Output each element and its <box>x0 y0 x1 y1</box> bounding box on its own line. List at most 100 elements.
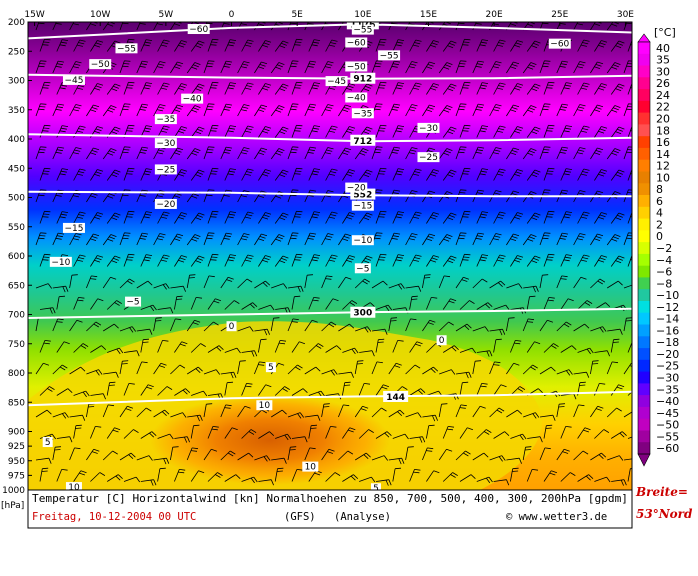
wind-barb <box>594 169 602 181</box>
wind-barb <box>186 366 199 375</box>
wind-barb-flag <box>314 472 321 476</box>
wind-barb-flag <box>517 169 524 172</box>
wind-barb-flag <box>207 149 214 151</box>
wind-barb <box>455 450 466 461</box>
wind-barb-flag <box>278 148 285 151</box>
wind-barb-flag <box>598 216 605 220</box>
wind-barb-flag <box>206 65 213 68</box>
wind-barb-flag <box>295 170 302 172</box>
wind-barb-flag <box>210 87 217 89</box>
wind-barb-flag <box>374 65 381 68</box>
wind-barb <box>237 405 246 418</box>
wind-barb-flag <box>513 147 520 151</box>
wind-barb-flag <box>375 106 382 108</box>
wind-barb-flag <box>592 360 599 362</box>
wind-barb-flag <box>530 366 536 371</box>
wind-barb-flag <box>392 149 399 152</box>
wind-barb <box>472 452 485 461</box>
wind-barb-flag <box>304 436 308 443</box>
wind-barb-flag <box>76 130 83 133</box>
wind-barb <box>90 212 98 224</box>
wind-barb-flag <box>482 168 489 170</box>
wind-barb <box>86 448 95 461</box>
wind-barb-flag <box>261 104 268 108</box>
wind-barb-flag <box>395 259 402 262</box>
wind-barb-flag <box>163 39 170 42</box>
wind-barb-flag <box>78 297 85 299</box>
wind-barb-flag <box>181 169 188 172</box>
wind-barb-flag <box>78 128 85 131</box>
wind-barb-flag <box>279 88 286 92</box>
wind-barb-flag <box>228 41 235 44</box>
wind-barb-flag <box>150 479 154 486</box>
wind-barb <box>472 232 479 246</box>
wind-barb-flag <box>453 345 459 350</box>
wind-barb <box>224 254 231 267</box>
wind-barb-flag <box>559 22 566 25</box>
wind-barb-flag <box>460 146 467 148</box>
colorbar-swatch <box>638 348 650 361</box>
wind-barb-flag <box>617 214 623 218</box>
wind-barb-flag <box>224 106 231 109</box>
wind-barb-flag <box>224 63 231 66</box>
colorbar-swatch <box>638 136 650 149</box>
wind-barb-flag <box>265 126 272 129</box>
wind-barb-flag <box>330 128 337 131</box>
wind-barb-flag <box>246 128 253 131</box>
wind-barb <box>258 83 266 95</box>
wind-barb <box>506 283 519 289</box>
wind-barb <box>241 211 249 224</box>
wind-barb <box>573 323 585 332</box>
wind-barb-flag <box>386 431 392 436</box>
wind-barb-flag <box>594 66 601 69</box>
wind-barb-flag <box>277 150 283 154</box>
wind-barb-flag <box>192 447 199 450</box>
wind-barb <box>136 60 143 74</box>
wind-barb-flag <box>312 299 319 302</box>
colorbar-swatch <box>638 242 650 255</box>
wind-barb-flag <box>429 233 436 237</box>
colorbar-swatch <box>638 442 650 455</box>
wind-barb-flag <box>223 65 230 68</box>
wind-barb-flag <box>42 130 49 132</box>
wind-barb <box>258 384 267 396</box>
wind-barb <box>207 168 213 181</box>
wind-barb-flag <box>95 214 102 218</box>
wind-barb-flag <box>263 128 270 132</box>
isotherm-label: 10 <box>68 483 80 493</box>
wind-barb <box>493 82 501 95</box>
wind-barb-flag <box>279 131 286 135</box>
wind-barb-flag <box>504 431 510 436</box>
wind-barb-flag <box>97 212 104 215</box>
wind-barb <box>274 340 281 353</box>
wind-barb-flag <box>261 19 267 21</box>
wind-barb-flag <box>513 19 519 21</box>
wind-barb-flag <box>617 42 623 46</box>
wind-barb <box>241 383 247 396</box>
wind-barb-flag <box>147 384 154 388</box>
wind-barb <box>510 433 523 439</box>
wind-barb <box>405 412 418 418</box>
wind-barb-flag <box>327 104 334 107</box>
wind-barb-flag <box>330 321 337 326</box>
wind-barb-flag <box>327 451 334 454</box>
wind-barb-flag <box>463 127 470 129</box>
wind-barb-flag <box>307 108 314 111</box>
wind-barb <box>52 412 66 418</box>
wind-barb-flag <box>463 41 470 43</box>
wind-barb-flag <box>42 216 49 218</box>
y-tick-label: 400 <box>8 135 25 145</box>
wind-barb-flag <box>531 88 538 92</box>
wind-barb-flag <box>143 173 150 176</box>
wind-barb-flag <box>395 216 402 219</box>
wind-barb-flag <box>312 170 319 173</box>
wind-barb-flag <box>398 254 405 256</box>
wind-barb <box>388 318 392 332</box>
wind-barb-flag <box>292 318 299 321</box>
wind-barb-flag <box>462 381 469 384</box>
wind-barb <box>207 345 220 353</box>
wind-barb <box>170 412 183 418</box>
wind-barb <box>342 169 350 181</box>
wind-barb <box>39 468 43 482</box>
wind-barb <box>476 350 490 353</box>
